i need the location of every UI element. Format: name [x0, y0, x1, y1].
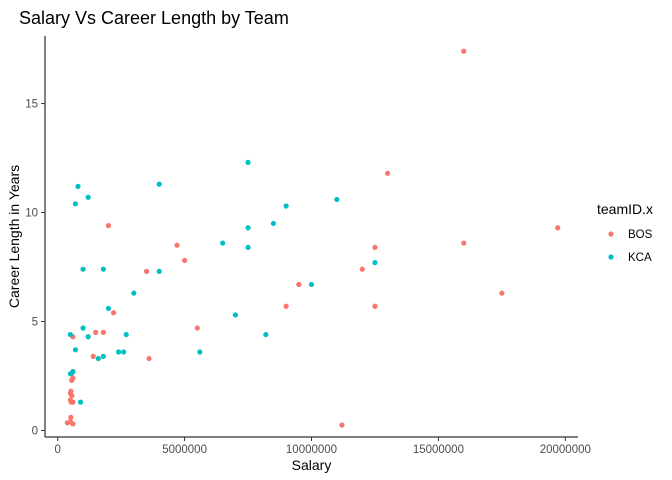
data-point-kca-17: [105, 305, 112, 312]
data-point-bos-15: [194, 325, 200, 331]
data-point-bos-21: [339, 422, 345, 428]
data-point-bos-12: [283, 303, 289, 309]
data-point-kca-11: [372, 260, 378, 266]
axes: [44, 36, 578, 438]
data-point-bos-13: [372, 303, 378, 309]
data-point-bos-16: [93, 329, 99, 335]
legend-key-bos: [608, 231, 614, 237]
legend-title: teamID.x: [597, 201, 653, 217]
data-point-kca-19: [80, 325, 86, 331]
y-ticks: 0 5 10 15: [25, 99, 45, 437]
data-point-bos-10: [296, 281, 302, 288]
data-point-kca-2: [156, 181, 162, 187]
legend: teamID.x BOS KCA: [597, 201, 653, 264]
data-point-kca-6: [283, 203, 289, 209]
x-ticks: 0 5000000 10000000 15000000 20000000: [54, 437, 591, 456]
data-point-bos-19: [90, 353, 96, 359]
y-tick-label: 10: [25, 208, 38, 220]
data-point-bos-34: [64, 420, 70, 426]
data-point-bos-9: [143, 268, 150, 274]
data-point-kca-9: [220, 240, 226, 246]
data-point-kca-26: [116, 349, 122, 355]
data-point-kca-7: [270, 220, 277, 227]
data-point-bos-8: [359, 266, 365, 272]
x-tick-label: 20000000: [540, 444, 591, 456]
data-point-kca-14: [100, 266, 106, 272]
data-point-bos-28: [69, 392, 75, 399]
y-tick-label: 5: [32, 316, 38, 328]
chart-title: Salary Vs Career Length by Team: [19, 8, 289, 28]
data-point-bos-35: [70, 421, 76, 427]
data-point-kca-12: [308, 281, 315, 288]
data-point-kca-13: [80, 266, 86, 272]
data-point-kca-15: [156, 268, 162, 274]
legend-key-kca: [608, 254, 614, 260]
data-point-bos-17: [100, 329, 106, 335]
x-tick-label: 10000000: [286, 444, 337, 456]
data-point-bos-2: [555, 225, 561, 231]
data-point-bos-0: [461, 48, 467, 54]
data-point-kca-0: [245, 159, 251, 165]
y-axis-title: Career Length in Years: [6, 165, 22, 308]
data-point-kca-8: [245, 225, 251, 231]
data-point-bos-6: [174, 242, 180, 248]
data-point-kca-16: [131, 290, 137, 296]
x-tick-label: 0: [54, 444, 60, 456]
x-tick-label: 5000000: [162, 444, 207, 456]
data-point-bos-11: [499, 290, 505, 296]
data-point-bos-20: [146, 355, 152, 362]
x-tick-label: 15000000: [413, 444, 464, 456]
legend-label-bos: BOS: [628, 229, 653, 241]
data-point-kca-24: [72, 347, 79, 353]
data-point-kca-1: [75, 183, 81, 189]
data-point-kca-27: [121, 349, 127, 355]
legend-label-kca: KCA: [628, 252, 652, 264]
data-point-kca-29: [95, 355, 101, 362]
y-tick-label: 0: [32, 425, 38, 437]
data-point-bos-7: [182, 257, 188, 264]
data-point-kca-5: [334, 196, 340, 203]
data-point-kca-22: [123, 331, 129, 338]
data-point-kca-25: [197, 349, 203, 355]
data-point-kca-21: [85, 334, 91, 340]
x-axis-title: Salary: [292, 457, 332, 473]
data-point-bos-32: [68, 414, 74, 420]
points-layer: [64, 48, 561, 428]
legend-items: BOS KCA: [608, 229, 653, 264]
y-tick-label: 15: [25, 99, 38, 111]
data-point-bos-14: [110, 310, 117, 316]
data-point-kca-20: [67, 331, 73, 338]
data-point-bos-1: [385, 170, 391, 176]
data-point-kca-18: [232, 312, 238, 318]
data-point-kca-31: [77, 399, 84, 405]
data-point-kca-28: [100, 353, 106, 359]
data-point-bos-31: [70, 399, 76, 405]
data-point-kca-10: [245, 244, 251, 250]
data-point-kca-3: [85, 194, 91, 200]
data-point-bos-25: [69, 377, 75, 383]
data-point-kca-23: [263, 331, 269, 338]
data-point-bos-5: [105, 223, 112, 229]
data-point-kca-32: [70, 369, 76, 375]
data-point-bos-4: [372, 244, 378, 250]
data-point-bos-3: [461, 240, 467, 246]
data-point-kca-4: [72, 201, 79, 207]
